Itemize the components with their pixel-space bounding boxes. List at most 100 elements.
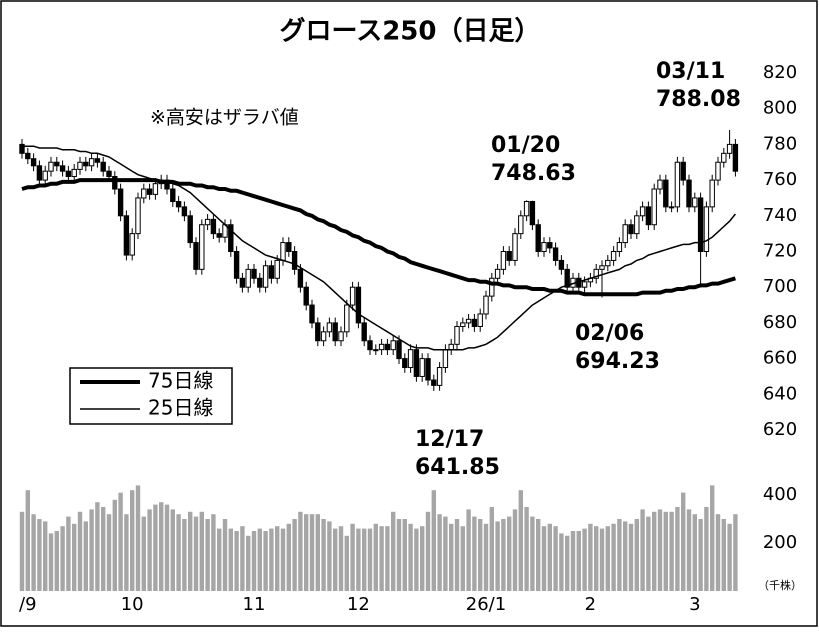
volume-bar <box>199 511 204 591</box>
volume-bar <box>681 492 686 591</box>
volume-bar <box>489 507 494 591</box>
volume-bar <box>362 528 367 591</box>
y-tick-label: 640 <box>763 383 797 404</box>
volume-bar <box>582 528 587 591</box>
candle-body <box>657 179 663 190</box>
candle-body <box>384 343 391 351</box>
x-tick-label: 2 <box>585 594 596 615</box>
volume-bar <box>733 514 738 591</box>
volume-tick-label: 200 <box>763 532 797 553</box>
candle-body <box>228 224 234 253</box>
candle-body <box>315 322 321 342</box>
volume-bar <box>495 521 500 591</box>
candle-body <box>599 265 605 270</box>
candle-body <box>431 379 437 386</box>
volume-bar <box>315 514 320 591</box>
candle-body <box>732 143 739 172</box>
candle-body <box>494 268 501 279</box>
y-tick-label: 700 <box>763 276 797 297</box>
candle-body <box>564 268 570 288</box>
candle-body <box>274 259 280 279</box>
candle-body <box>19 143 25 154</box>
candle-body <box>146 188 153 195</box>
y-tick-label: 820 <box>763 62 797 83</box>
y-tick-label: 660 <box>763 348 797 369</box>
volume-bar <box>669 511 674 591</box>
candle-body <box>36 165 43 181</box>
volume-bar <box>652 511 657 591</box>
volume-bar <box>367 528 373 591</box>
volume-bar <box>25 490 30 591</box>
volume-bar <box>211 514 216 591</box>
candle-body <box>721 152 727 163</box>
volume-bar <box>431 490 436 591</box>
volume-bar <box>698 519 703 591</box>
candle-body <box>489 277 495 297</box>
candle-body <box>581 281 588 288</box>
volume-bar <box>124 514 129 591</box>
volume-bar <box>280 528 286 591</box>
volume-bar <box>19 511 25 591</box>
volume-bar <box>634 519 639 591</box>
candle-body <box>77 161 83 170</box>
candle-body <box>523 201 530 217</box>
volume-bar <box>130 490 135 591</box>
candle-body <box>552 247 559 261</box>
volume-bar <box>460 526 465 591</box>
volume-bar <box>240 526 245 591</box>
volume-bar <box>153 504 158 591</box>
annotation-date: 02/06 <box>575 321 644 346</box>
candle-body <box>187 215 193 244</box>
candle-body <box>692 197 698 208</box>
annotation-value: 641.85 <box>415 455 500 480</box>
annotation-date: 03/11 <box>656 59 725 84</box>
y-tick-label: 800 <box>763 98 797 119</box>
candle-body <box>71 168 77 178</box>
candle-body <box>106 170 112 178</box>
volume-bar <box>217 528 222 591</box>
volume-bar <box>48 533 54 591</box>
candle-body <box>483 295 489 315</box>
candle-body <box>141 188 147 199</box>
candle-body <box>65 170 72 178</box>
candle-body <box>135 197 141 235</box>
candle-body <box>112 176 118 190</box>
volume-bar <box>675 507 680 591</box>
volume-bar <box>228 528 233 591</box>
volume-bar <box>472 516 477 591</box>
candle-body <box>54 161 60 167</box>
volume-bar <box>391 511 396 591</box>
candle-body <box>518 215 524 235</box>
volume-bar <box>617 519 622 591</box>
candle-body <box>48 161 54 172</box>
volume-bar <box>454 519 460 591</box>
volume-bar <box>356 528 361 591</box>
volume-bar <box>663 511 668 591</box>
volume-bar <box>251 531 257 591</box>
candle-body <box>25 152 31 160</box>
volume-bar <box>420 526 425 591</box>
candle-body <box>448 343 454 351</box>
candle-body <box>529 201 536 226</box>
volume-bar <box>321 519 326 591</box>
candle-body <box>460 322 466 327</box>
candle-body <box>280 242 286 261</box>
candle-body <box>407 349 414 369</box>
candle-body <box>303 286 309 306</box>
volume-bar <box>95 502 100 591</box>
volume-bar <box>704 507 709 591</box>
candle-body <box>94 158 101 163</box>
candle-body <box>610 251 617 261</box>
candle-body <box>402 358 408 369</box>
volume-bar <box>31 514 36 591</box>
volume-bar <box>501 519 506 591</box>
volume-bar <box>483 523 489 591</box>
volume-bar <box>338 526 344 591</box>
candle-body <box>616 242 623 252</box>
candle-body <box>709 179 715 208</box>
candle-body <box>390 340 396 351</box>
volume-bar <box>512 509 518 591</box>
volume-tick-label: 400 <box>763 484 797 505</box>
volume-bar <box>147 509 152 591</box>
